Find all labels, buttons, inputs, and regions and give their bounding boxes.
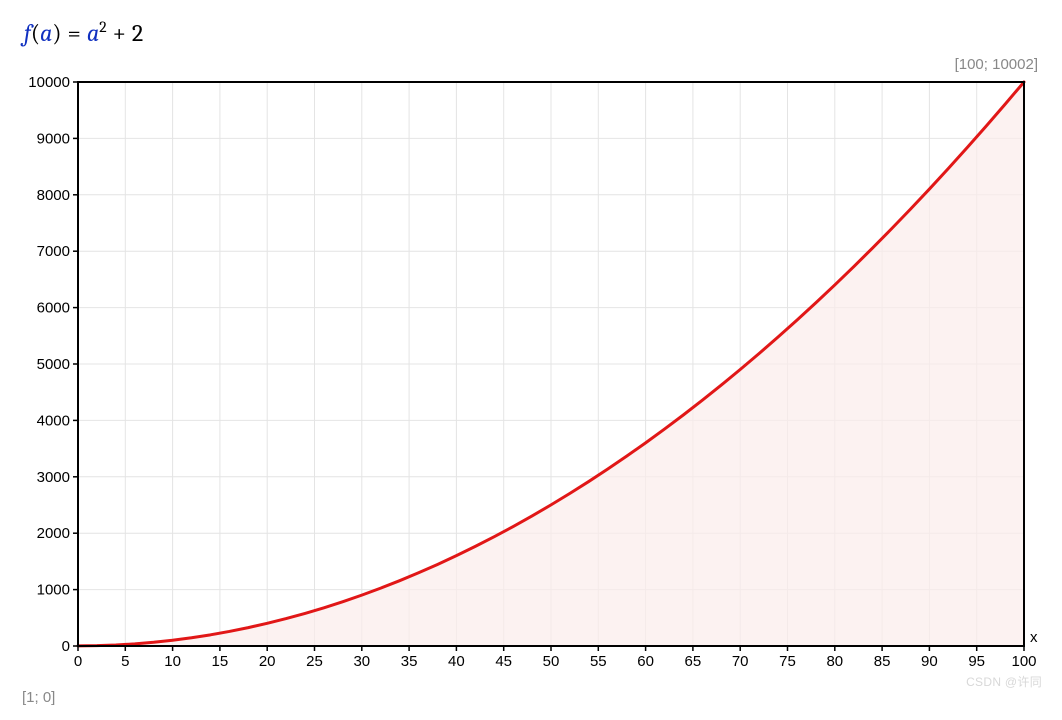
x-tick-label: 75 xyxy=(779,653,796,670)
formula-const: 2 xyxy=(132,19,143,47)
x-tick-label: 40 xyxy=(448,653,465,670)
x-axis-label: x xyxy=(1030,629,1038,646)
y-tick-label: 5000 xyxy=(37,356,70,373)
x-tick-label: 95 xyxy=(968,653,985,670)
x-tick-label: 15 xyxy=(212,653,229,670)
plus-sign: + xyxy=(107,19,132,47)
x-tick-label: 5 xyxy=(121,653,129,670)
y-tick-label: 10000 xyxy=(28,76,70,91)
x-tick-label: 55 xyxy=(590,653,607,670)
paren-open: ( xyxy=(31,19,40,47)
formula-arg: a xyxy=(40,19,52,47)
x-tick-label: 85 xyxy=(874,653,891,670)
formula-expression: f(a)=a2+2 xyxy=(24,18,1042,47)
x-tick-label: 50 xyxy=(543,653,560,670)
formula-fn: f xyxy=(24,19,31,47)
x-tick-label: 65 xyxy=(685,653,702,670)
cursor-readout-bottom-left: [1; 0] xyxy=(22,689,55,706)
formula-rhs-var: a xyxy=(87,19,99,47)
y-tick-label: 9000 xyxy=(37,130,70,147)
cursor-readout-top-right: [100; 10002] xyxy=(955,56,1038,73)
x-tick-label: 10 xyxy=(164,653,181,670)
y-tick-label: 6000 xyxy=(37,300,70,317)
y-tick-label: 4000 xyxy=(37,412,70,429)
x-tick-label: 70 xyxy=(732,653,749,670)
y-tick-label: 0 xyxy=(62,638,70,655)
x-tick-label: 60 xyxy=(637,653,654,670)
y-tick-label: 3000 xyxy=(37,469,70,486)
x-tick-label: 80 xyxy=(826,653,843,670)
y-tick-label: 8000 xyxy=(37,187,70,204)
equals-sign: = xyxy=(62,19,87,47)
x-tick-label: 0 xyxy=(74,653,82,670)
chart-area: 0 5 10 15 20 25 30 35 40 45 50 55 60 65 70 75 80 85 90 95 10… xyxy=(22,76,1040,676)
chart-svg: 0 5 10 15 20 25 30 35 40 45 50 55 60 65 70 75 80 85 90 95 10… xyxy=(22,76,1040,676)
y-tick-label: 2000 xyxy=(37,525,70,542)
formula-exponent: 2 xyxy=(99,18,106,36)
y-tick-label: 1000 xyxy=(37,582,70,599)
x-tick-label: 100 xyxy=(1011,653,1036,670)
x-tick-label: 25 xyxy=(306,653,323,670)
paren-close: ) xyxy=(52,19,61,47)
x-tick-label: 35 xyxy=(401,653,418,670)
x-tick-label: 45 xyxy=(495,653,512,670)
x-tick-label: 90 xyxy=(921,653,938,670)
x-tick-label: 30 xyxy=(353,653,370,670)
y-tick-label: 7000 xyxy=(37,243,70,260)
x-tick-label: 20 xyxy=(259,653,276,670)
